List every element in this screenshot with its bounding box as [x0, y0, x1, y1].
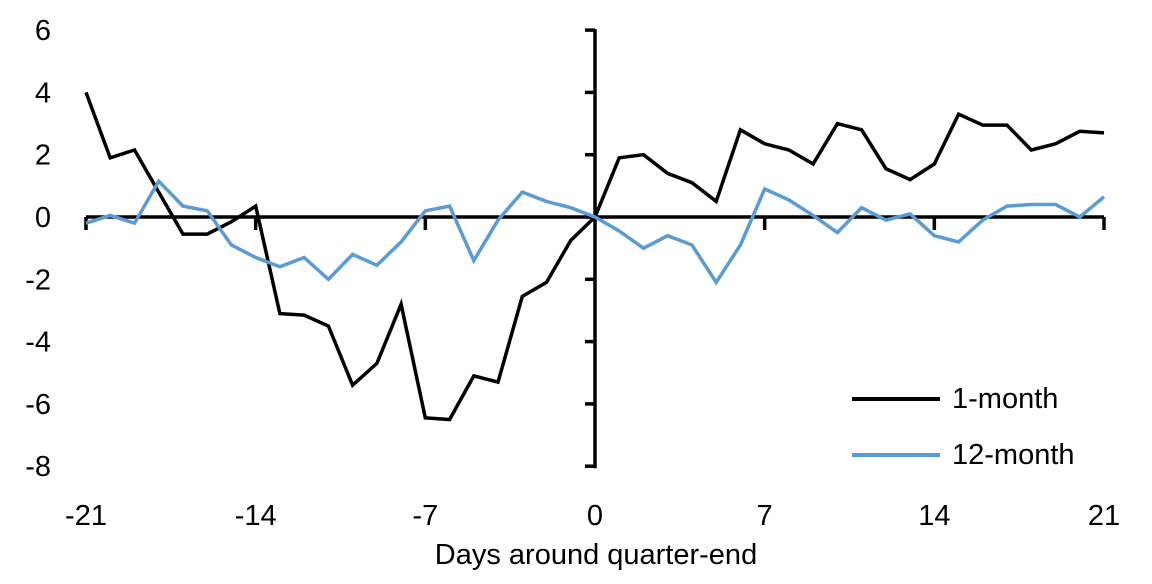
legend-item-12-month: 12-month — [852, 438, 1075, 472]
series-line-12-month — [85, 178, 1106, 286]
y-tick-label: -2 — [25, 264, 51, 296]
x-tick-label: 21 — [1088, 500, 1120, 532]
legend-item-1-month: 1-month — [852, 382, 1058, 416]
y-tick-label: 0 — [35, 202, 51, 234]
y-tick-label: -6 — [25, 389, 51, 421]
legend-label-1-month: 1-month — [952, 383, 1059, 415]
y-tick-label: 6 — [35, 15, 51, 47]
y-tick-label: 2 — [35, 140, 51, 172]
legend-line-12-month — [852, 453, 940, 457]
x-axis-title: Days around quarter-end — [434, 539, 758, 571]
x-tick-label: 7 — [757, 500, 773, 532]
data-series — [84, 91, 1106, 422]
tick-labels: 6 4 2 0 -2 -4 -6 -8 -21 -14 -7 0 7 14 21 — [25, 15, 1120, 532]
y-tick-label: -8 — [25, 451, 51, 483]
x-tick-label: -21 — [65, 500, 107, 532]
x-tick-label: -14 — [235, 500, 277, 532]
y-tick-label: -4 — [25, 327, 51, 359]
x-tick-label: -7 — [412, 500, 438, 532]
legend-label-12-month: 12-month — [952, 439, 1075, 471]
legend-line-1-month — [852, 397, 940, 401]
y-tick-label: 4 — [35, 77, 51, 109]
x-tick-label: 14 — [918, 500, 950, 532]
x-tick-label: 0 — [587, 500, 603, 532]
